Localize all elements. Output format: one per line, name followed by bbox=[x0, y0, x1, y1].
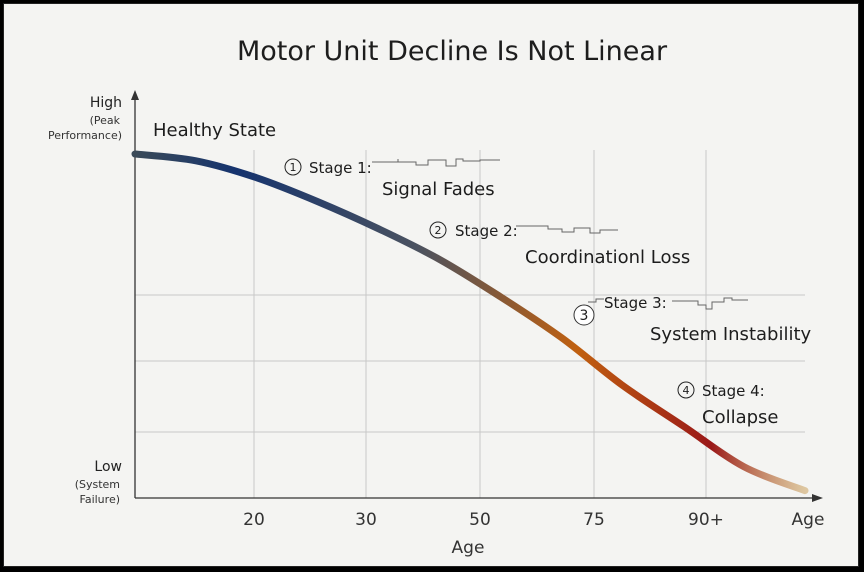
stage-3-badge bbox=[573, 304, 595, 326]
y-low-sub-2: Failure) bbox=[80, 493, 120, 506]
stage-2-signal-trace bbox=[516, 225, 618, 234]
x-tick-label: 75 bbox=[583, 510, 605, 530]
x-axis-title: Age bbox=[452, 538, 485, 558]
stage-4-num: 4 bbox=[683, 384, 690, 397]
stage-3-annotation: 3 Stage 3: System Instability bbox=[573, 294, 812, 345]
stage-3-desc: System Instability bbox=[650, 324, 812, 345]
stage-2-desc: Coordinationl Loss bbox=[525, 247, 690, 268]
grid bbox=[135, 150, 805, 498]
y-high-sub-2: Performance) bbox=[48, 129, 122, 142]
stage-4-label: Stage 4: bbox=[702, 382, 765, 400]
stage-4-annotation: 4 Stage 4: Collapse bbox=[677, 381, 779, 428]
x-axis-arrow bbox=[812, 494, 823, 502]
x-ticks: 20 30 50 75 90+ bbox=[243, 510, 724, 530]
y-axis-arrow bbox=[131, 90, 139, 100]
stage-3-signal-trace-left bbox=[588, 298, 604, 303]
stage-1-badge bbox=[284, 158, 302, 176]
stage-4-badge bbox=[677, 381, 695, 399]
stage-1-num: 1 bbox=[290, 161, 297, 174]
x-tick-label: 20 bbox=[243, 510, 265, 530]
stage-3-label: Stage 3: bbox=[604, 294, 667, 312]
x-tick-label: 90+ bbox=[688, 510, 724, 530]
x-tick-label: 50 bbox=[469, 510, 491, 530]
stage-2-num: 2 bbox=[435, 224, 442, 237]
stage-1-annotation: 1 Stage 1: Signal Fades bbox=[284, 158, 500, 200]
y-high-sub-1: (Peak bbox=[90, 114, 121, 127]
stage-1-signal-trace bbox=[372, 158, 500, 167]
y-low-label: Low bbox=[94, 459, 122, 475]
stage-2-label: Stage 2: bbox=[455, 222, 518, 240]
stage-1-desc: Signal Fades bbox=[382, 179, 495, 200]
y-high-label: High bbox=[90, 95, 122, 111]
y-low-sub-1: (System bbox=[75, 478, 120, 491]
x-axis-end-label: Age bbox=[792, 510, 825, 530]
stage-3-num: 3 bbox=[580, 308, 589, 324]
decline-curve bbox=[131, 150, 809, 495]
stage-2-annotation: 2 Stage 2: Coordinationl Loss bbox=[429, 221, 690, 268]
stage-2-badge bbox=[429, 221, 447, 239]
chart-title: Motor Unit Decline Is Not Linear bbox=[237, 36, 668, 67]
x-tick-label: 30 bbox=[355, 510, 377, 530]
healthy-state-label: Healthy State bbox=[153, 120, 276, 141]
chart-frame bbox=[3, 3, 859, 567]
stage-4-desc: Collapse bbox=[702, 407, 779, 428]
stage-3-signal-trace-right bbox=[672, 297, 748, 310]
stage-1-label: Stage 1: bbox=[309, 159, 372, 177]
